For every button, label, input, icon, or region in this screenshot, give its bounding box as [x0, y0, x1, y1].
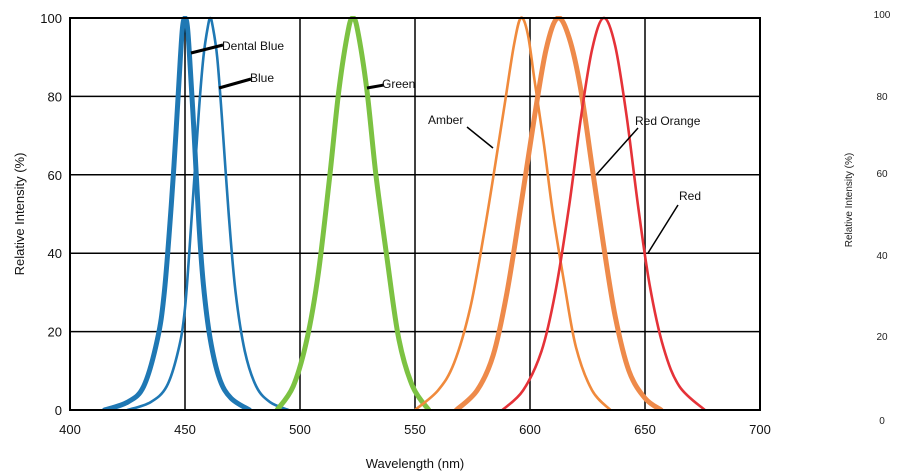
y-tick-60: 60	[48, 168, 62, 183]
right-tick-20: 20	[876, 332, 888, 343]
y-axis-label: Relative Intensity (%)	[12, 153, 27, 276]
annot-blue: Blue	[250, 71, 274, 85]
x-tick-400: 400	[59, 422, 81, 437]
y-tick-20: 20	[48, 325, 62, 340]
series-line-red-orange	[453, 16, 664, 410]
annot-leader-green	[366, 83, 385, 90]
annot-red-orange: Red Orange	[635, 114, 701, 128]
y-tick-labels: 0 20 40 60 80 100	[40, 11, 62, 418]
right-tick-100: 100	[874, 10, 891, 21]
y-tick-40: 40	[48, 246, 62, 261]
right-axis: 100 80 60 40 20 0 Relative Intensity (%)	[844, 10, 891, 427]
annot-leader-red	[647, 204, 679, 254]
annot-red: Red	[679, 189, 701, 203]
right-tick-60: 60	[876, 169, 888, 180]
x-tick-700: 700	[749, 422, 771, 437]
y-tick-0: 0	[55, 403, 62, 418]
y-tick-80: 80	[48, 89, 62, 104]
y-tick-100: 100	[40, 11, 62, 26]
x-tick-500: 500	[289, 422, 311, 437]
annot-leader-dental-blue	[190, 43, 224, 55]
x-tick-650: 650	[634, 422, 656, 437]
x-axis-label: Wavelength (nm)	[366, 456, 465, 471]
plot-frame	[69, 17, 761, 411]
right-tick-0: 0	[879, 416, 885, 427]
right-axis-label: Relative Intensity (%)	[844, 153, 855, 247]
annot-leader-blue	[218, 77, 252, 90]
annot-amber: Amber	[428, 113, 463, 127]
annotations: Dental Blue Blue Green Amber Red Orange …	[190, 39, 701, 254]
x-tick-600: 600	[519, 422, 541, 437]
annot-dental-blue: Dental Blue	[222, 39, 284, 53]
annot-green: Green	[382, 77, 415, 91]
right-tick-80: 80	[876, 92, 888, 103]
x-tick-550: 550	[404, 422, 426, 437]
annot-leader-amber	[466, 126, 494, 149]
annot-leader-red-orange	[595, 127, 639, 176]
right-tick-40: 40	[876, 251, 888, 262]
x-tick-450: 450	[174, 422, 196, 437]
x-tick-labels: 400 450 500 550 600 650 700	[59, 422, 771, 437]
